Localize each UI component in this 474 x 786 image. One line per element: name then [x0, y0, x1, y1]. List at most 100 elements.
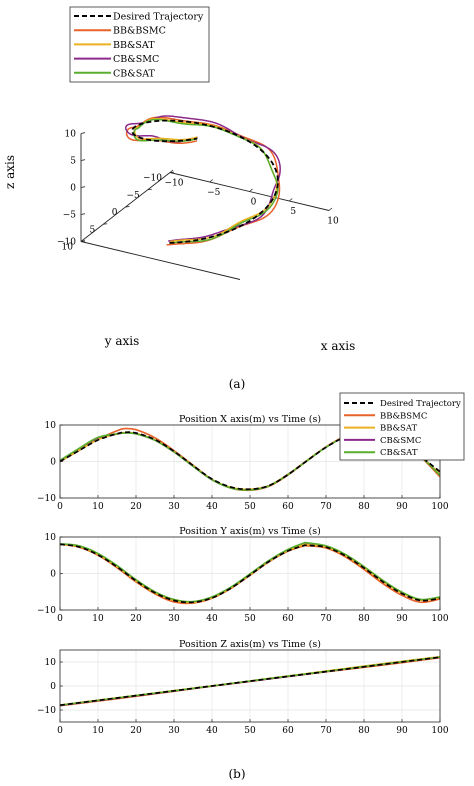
x-tick-label: 100 — [431, 614, 448, 624]
z-tick-label: 0 — [70, 184, 76, 194]
z-tick-mark — [80, 132, 86, 134]
x-tick-label: 10 — [92, 614, 104, 624]
x-tick-label: 20 — [130, 502, 142, 512]
plot-title: Position Y axis(m) vs Time (s) — [179, 526, 321, 537]
legend-3d-label-desired-trajectory: Desired Trajectory — [113, 12, 204, 23]
legend-3d-label-bb-bsmc: BB&BSMC — [113, 26, 166, 37]
x-tick-label: 80 — [358, 614, 370, 624]
axis-edge-1 — [80, 241, 241, 280]
x-tick-label: 40 — [206, 726, 218, 736]
series-line-desired-trajectory — [59, 656, 441, 707]
y-tick-label: −10 — [37, 494, 56, 504]
y-tick-label: 10 — [45, 421, 57, 431]
z-tick-label: 5 — [70, 157, 76, 167]
trajectory-desired-trajectory — [131, 119, 279, 244]
y-tick-mark — [147, 188, 152, 191]
x-tick-label: 50 — [244, 614, 256, 624]
y-tick-label: −5 — [126, 191, 140, 201]
z-tick-label: 10 — [65, 130, 77, 140]
y-tick-label: −10 — [143, 174, 162, 184]
y-tick-mark — [80, 240, 86, 242]
legend-3d-box — [69, 6, 210, 83]
x-tick-label: 100 — [431, 502, 448, 512]
caption-b: (b) — [228, 767, 245, 781]
x-tick-mark — [328, 207, 333, 211]
x-tick-label: 90 — [396, 502, 408, 512]
x-tick-label: 100 — [431, 726, 448, 736]
legend-3d-label-cb-smc: CB&SMC — [113, 54, 159, 65]
x-tick-label: 90 — [396, 726, 408, 736]
z-tick-mark — [80, 159, 86, 161]
series-line-desired-trajectory — [59, 543, 441, 604]
x-tick-label: 0 — [57, 614, 63, 624]
x-tick-label: 40 — [206, 502, 218, 512]
legend-b-box — [339, 392, 465, 461]
x-tick-label: −10 — [165, 179, 184, 189]
y-axis-label: y axis — [104, 334, 140, 348]
y-tick-label: 0 — [50, 458, 56, 468]
y-tick-mark — [169, 171, 175, 173]
plot-title: Position Z axis(m) vs Time (s) — [179, 639, 321, 650]
y-tick-label: 10 — [45, 658, 57, 668]
x-tick-label: 20 — [130, 726, 142, 736]
y-tick-label: 10 — [62, 243, 74, 253]
x-tick-label: 50 — [244, 726, 256, 736]
legend-b: Desired Trajectory BB&BSMC BB&SAT CB&SMC CB&… — [339, 392, 465, 461]
x-tick-label: 5 — [290, 207, 296, 217]
x-tick-label: 10 — [327, 217, 339, 227]
caption-a: (a) — [229, 377, 246, 391]
x-tick-mark — [209, 179, 214, 183]
x-tick-label: 80 — [358, 726, 370, 736]
y-tick-label: 0 — [50, 570, 56, 580]
series-line-cb-sat — [59, 541, 441, 603]
x-tick-label: 80 — [358, 502, 370, 512]
legend-3d: Desired Trajectory BB&BSMC BB&SAT CB&SMC CB&… — [69, 6, 210, 83]
y-tick-mark — [125, 206, 130, 208]
z-tick-mark — [80, 186, 86, 188]
x-tick-label: 70 — [320, 614, 332, 624]
z-tick-mark — [80, 213, 86, 215]
x-tick-label: 10 — [92, 502, 104, 512]
x-tick-label: 0 — [57, 726, 63, 736]
x-tick-mark — [288, 198, 293, 202]
legend-3d-label-cb-sat: CB&SAT — [113, 68, 156, 79]
y-tick-label: 0 — [50, 682, 56, 692]
x-tick-label: 0 — [251, 198, 257, 208]
x-axis-label: x axis — [321, 339, 356, 353]
x-tick-label: 70 — [320, 726, 332, 736]
legend-b-label-cb-sat: CB&SAT — [380, 448, 418, 458]
x-tick-label: 40 — [206, 614, 218, 624]
y-tick-label: 10 — [45, 533, 57, 543]
y-tick-label: 0 — [112, 208, 118, 218]
legend-3d-label-bb-sat: BB&SAT — [113, 40, 155, 51]
legend-b-label-desired-trajectory: Desired Trajectory — [380, 399, 461, 409]
x-tick-label: 30 — [168, 502, 180, 512]
x-tick-label: 60 — [282, 614, 294, 624]
z-tick-label: −5 — [63, 211, 77, 221]
x-tick-label: 10 — [92, 726, 104, 736]
legend-b-label-bb-bsmc: BB&BSMC — [380, 411, 427, 421]
y-tick-label: −10 — [37, 706, 56, 716]
x-tick-label: 30 — [168, 614, 180, 624]
y-tick-label: −10 — [37, 606, 56, 616]
x-tick-label: 70 — [320, 502, 332, 512]
x-tick-label: −5 — [207, 188, 221, 198]
x-tick-mark — [249, 188, 253, 192]
x-tick-label: 20 — [130, 614, 142, 624]
y-tick-mark — [103, 223, 108, 225]
z-axis-label: z axis — [3, 155, 17, 189]
plot-title: Position X axis(m) vs Time (s) — [179, 414, 321, 425]
x-tick-label: 50 — [244, 502, 256, 512]
x-tick-label: 90 — [396, 614, 408, 624]
z-tick-label: −10 — [57, 238, 76, 248]
legend-b-label-cb-smc: CB&SMC — [380, 436, 421, 446]
x-tick-label: 30 — [168, 726, 180, 736]
legend-b-label-bb-sat: BB&SAT — [380, 424, 418, 434]
x-tick-label: 60 — [282, 502, 294, 512]
x-tick-label: 60 — [282, 726, 294, 736]
